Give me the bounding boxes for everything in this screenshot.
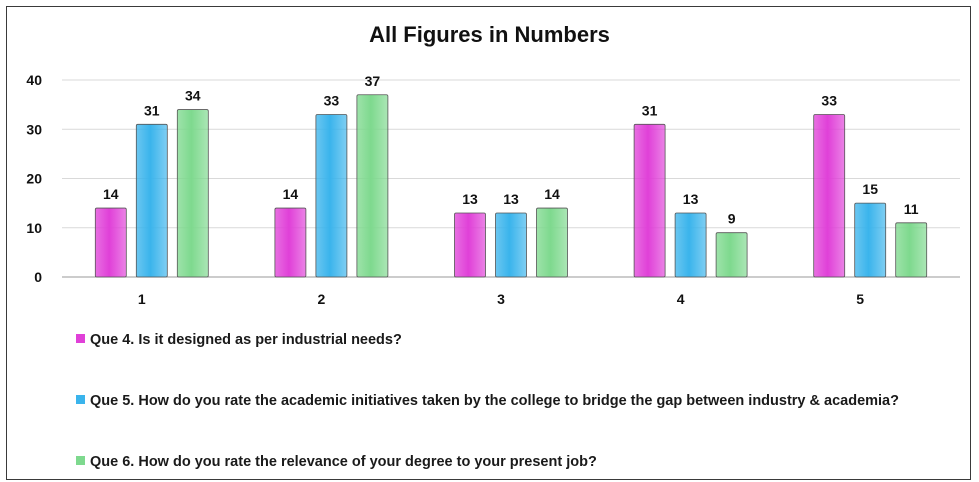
x-tick-label: 5 [856, 291, 864, 307]
y-tick-label: 10 [26, 220, 42, 236]
x-tick-label: 1 [138, 291, 146, 307]
legend-item-que5: Que 5. How do you rate the academic init… [76, 391, 956, 412]
bar-4-cat-4 [633, 123, 666, 278]
bar-4-cat-2 [274, 207, 307, 278]
data-label: 15 [862, 181, 878, 197]
legend-label-que4: Que 4. Is it designed as per industrial … [90, 332, 402, 348]
y-tick-label: 0 [34, 269, 42, 285]
y-tick-label: 40 [26, 72, 42, 88]
data-label: 37 [365, 73, 381, 89]
data-label: 14 [283, 186, 299, 202]
bar-6-cat-5 [895, 222, 928, 278]
bar-4-cat-1 [94, 207, 127, 278]
data-label: 11 [904, 201, 919, 217]
data-label: 33 [821, 92, 837, 108]
data-label: 13 [683, 191, 699, 207]
legend-swatch-magenta [76, 334, 85, 343]
data-label: 31 [144, 102, 160, 118]
legend-label-que5: Que 5. How do you rate the academic init… [90, 393, 899, 409]
legend-swatch-green [76, 456, 85, 465]
bar-4-cat-5 [813, 114, 846, 278]
bar-6-cat-3 [536, 207, 568, 278]
data-label: 9 [728, 211, 736, 227]
legend-label-que6: Que 6. How do you rate the relevance of … [90, 454, 597, 470]
chart-title: All Figures in Numbers [369, 22, 610, 47]
bar-5-cat-3 [495, 212, 527, 278]
bar-5-cat-1 [135, 123, 168, 278]
x-tick-label: 3 [497, 291, 505, 307]
data-label: 13 [503, 191, 519, 207]
data-label: 33 [324, 92, 340, 108]
data-label: 34 [185, 88, 201, 104]
y-tick-label: 30 [26, 121, 42, 137]
x-tick-label: 4 [677, 291, 685, 307]
bar-6-cat-2 [356, 94, 389, 278]
bar-6-cat-1 [176, 109, 209, 278]
data-label: 14 [103, 186, 119, 202]
data-label: 14 [544, 186, 560, 202]
x-tick-label: 2 [318, 291, 326, 307]
legend-item-que4: Que 4. Is it designed as per industrial … [76, 330, 956, 351]
legend-item-que6: Que 6. How do you rate the relevance of … [76, 452, 956, 473]
y-tick-label: 20 [26, 171, 42, 187]
legend-swatch-blue [76, 395, 85, 404]
bar-4-cat-3 [454, 212, 486, 278]
bar-5-cat-4 [674, 212, 707, 278]
data-label: 13 [462, 191, 478, 207]
bar-6-cat-4 [715, 232, 748, 278]
bar-5-cat-2 [315, 114, 348, 278]
data-label: 31 [642, 102, 658, 118]
bar-5-cat-5 [854, 202, 887, 278]
